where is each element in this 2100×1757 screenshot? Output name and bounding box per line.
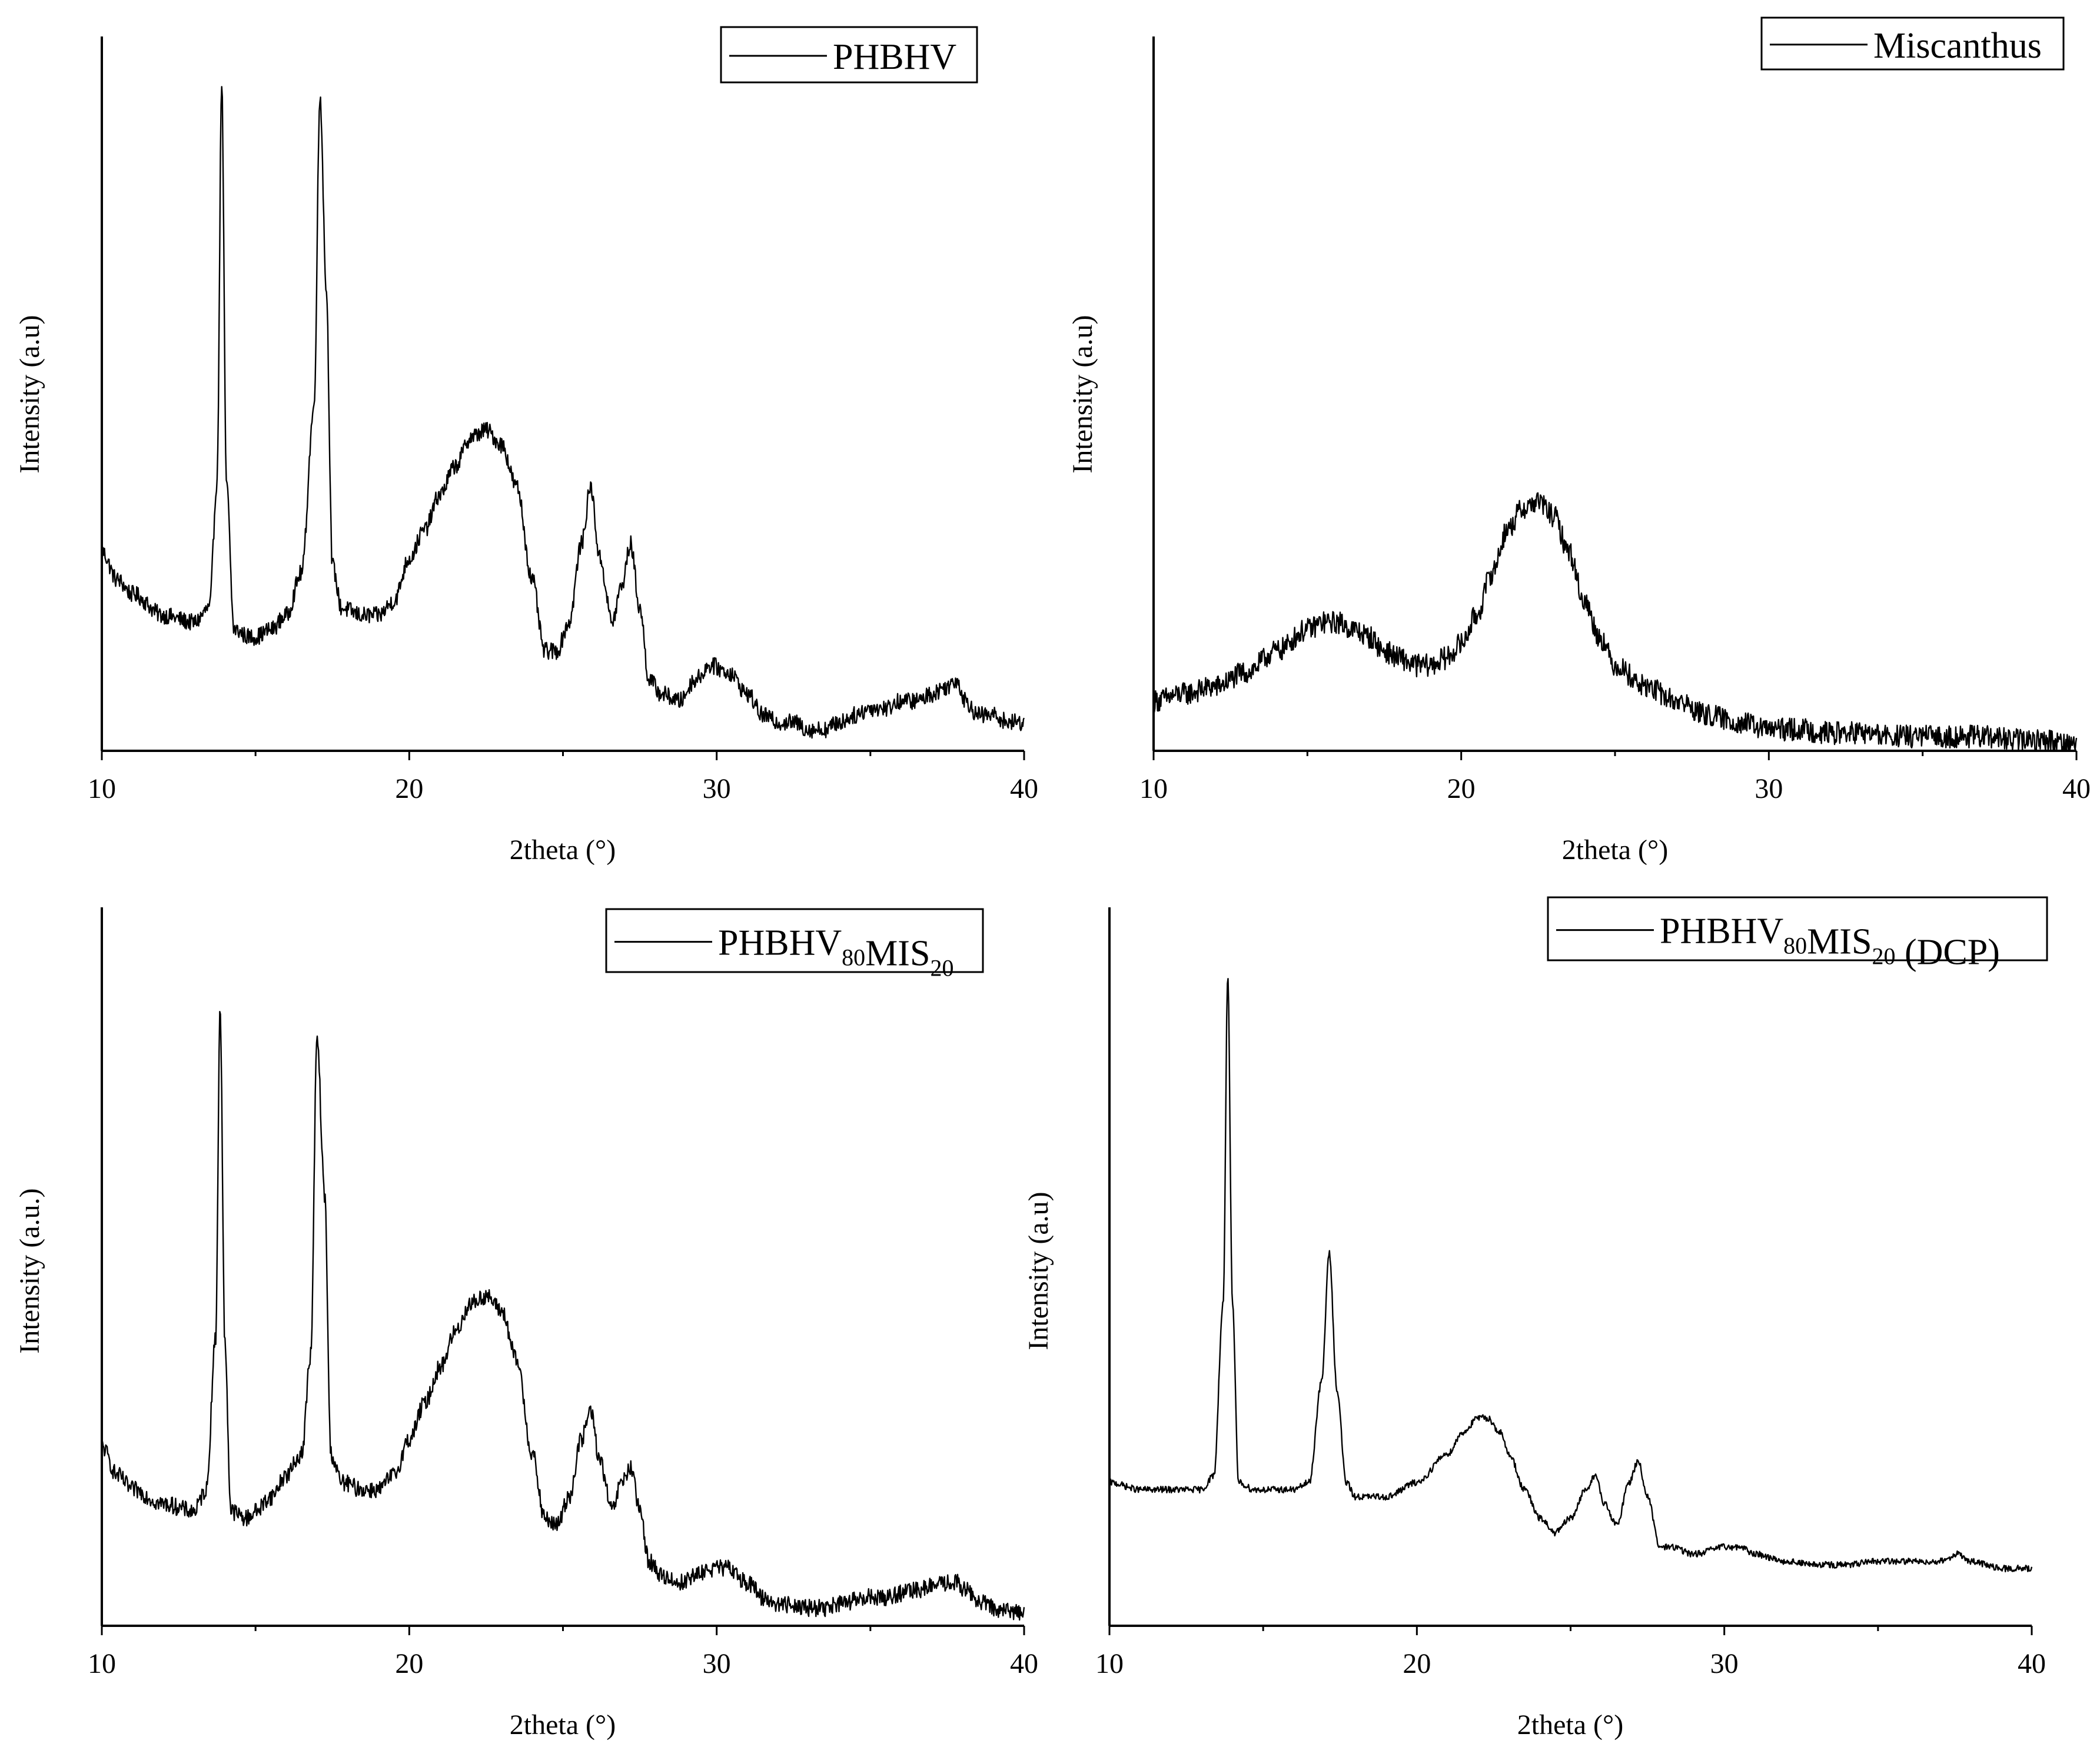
panel-phbhv80-mis20: 10 20 30 40 PHBHV80MIS20 2theta (°) Intensi… [14, 907, 1038, 1741]
legend-box [1760, 16, 2065, 71]
legend-label: PHBHV80MIS20 [718, 923, 953, 981]
x-tick-label: 30 [703, 1648, 731, 1679]
x-tick-label: 20 [395, 1648, 423, 1679]
y-axis-title: Intensity (a.u) [1067, 315, 1098, 473]
x-tick-label: 40 [1010, 773, 1038, 804]
series-line [101, 86, 1025, 739]
y-axis-title: Intensity (a.u) [1023, 1192, 1054, 1350]
x-tick-label: 40 [2062, 773, 2091, 804]
legend-box [720, 26, 978, 84]
legend-box [1547, 896, 2048, 961]
panel-miscanthus: 10 20 30 40 Miscanthus 2theta (°) Intensity… [1067, 16, 2091, 866]
x-tick-label: 10 [88, 1648, 116, 1679]
x-tick-label: 10 [1139, 773, 1168, 804]
legend-box [605, 908, 984, 973]
x-axis-title: 2theta (°) [1517, 1709, 1623, 1741]
x-tick-label: 10 [88, 773, 116, 804]
panel-phbhv: 10 20 30 40 PHBHV 2theta (°) Intensity (a.u… [14, 26, 1038, 866]
x-tick-label: 20 [1403, 1648, 1431, 1679]
y-axis-title: Intensity (a.u) [14, 315, 45, 473]
x-axis-title: 2theta (°) [510, 1709, 616, 1741]
y-axis-title: Intensity (a.u.) [14, 1188, 45, 1353]
legend-label: PHBHV [833, 37, 956, 77]
x-tick-label: 20 [1447, 773, 1476, 804]
series-line [1152, 492, 2078, 752]
legend-label: Miscanthus [1873, 26, 2042, 66]
panel-phbhv80-mis20-dcp: 10 20 30 40 PHBHV80MIS20 (DCP) 2theta (°) I… [1023, 896, 2048, 1741]
x-axis-title: 2theta (°) [1562, 834, 1668, 866]
x-tick-label: 20 [395, 773, 423, 804]
x-tick-label: 10 [1095, 1648, 1124, 1679]
x-tick-label: 40 [2018, 1648, 2046, 1679]
x-tick-label: 30 [1755, 773, 1783, 804]
x-tick-label: 30 [703, 773, 731, 804]
x-tick-label: 30 [1710, 1648, 1739, 1679]
x-tick-label: 40 [1010, 1648, 1038, 1679]
legend-label: PHBHV80MIS20 (DCP) [1660, 911, 2000, 973]
x-axis-title: 2theta (°) [510, 834, 616, 866]
series-line [101, 1011, 1025, 1621]
series-line [1108, 978, 2033, 1573]
